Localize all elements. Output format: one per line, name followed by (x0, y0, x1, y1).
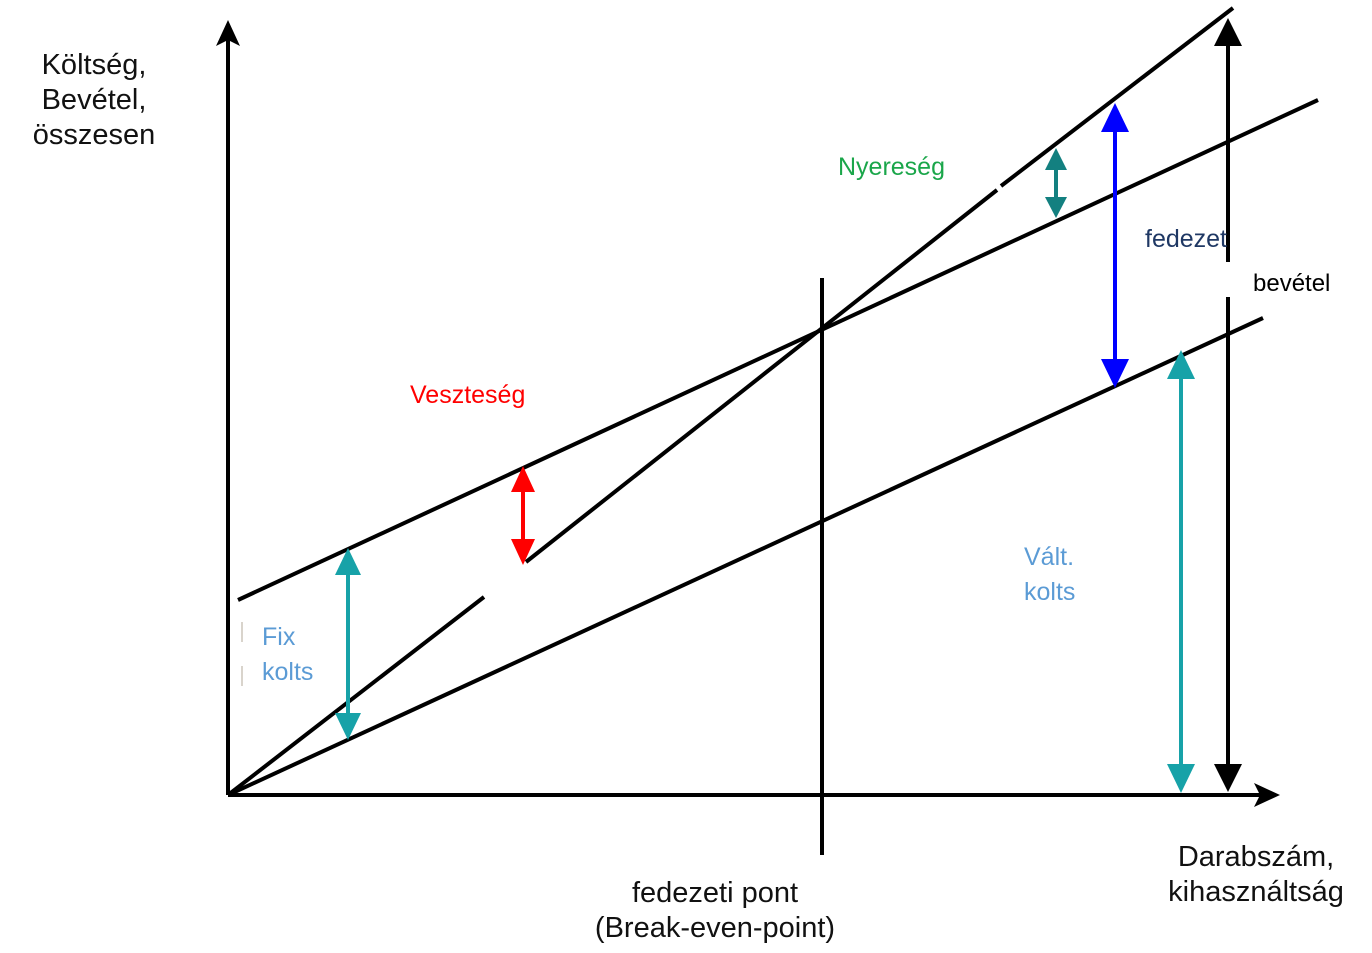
x-axis-label-line-2: kihasználtság (1168, 876, 1344, 908)
contribution-arrow (1101, 103, 1129, 388)
fixed-cost-label-line-2: kolts (262, 658, 314, 686)
revenue-arrow (1214, 18, 1242, 792)
y-axis-label: Költség, Bevétel, összesen (4, 48, 184, 153)
variable-cost-label-line-2: kolts (1024, 578, 1076, 606)
contribution-label: fedezet (1145, 225, 1228, 253)
variable-cost-line (227, 316, 1264, 797)
fixed-cost-label: Fix kolts (262, 620, 313, 690)
profit-label: Nyereség (838, 153, 945, 181)
break-even-label: fedezeti pont (Break-even-point) (570, 876, 860, 946)
y-axis-label-line-3: összesen (32, 119, 156, 151)
loss-label: Veszteség (410, 381, 526, 409)
revenue-label: bevétel (1253, 270, 1331, 297)
x-axis (228, 783, 1280, 807)
x-axis-arrowhead (1254, 783, 1280, 807)
x-axis-label-line-1: Darabszám, (1177, 841, 1335, 873)
y-axis-label-line-1: Költség, (41, 49, 147, 81)
fixed-cost-label-line-1: Fix (262, 623, 296, 651)
y-axis (216, 20, 240, 795)
variable-cost-arrow (1167, 350, 1195, 793)
loss-arrow (511, 466, 535, 565)
variable-cost-label: Vált. kolts (1024, 540, 1075, 610)
break-even-label-line-2: (Break-even-point) (594, 912, 836, 944)
revenue-line (226, 6, 1235, 797)
profit-arrow (1045, 148, 1067, 218)
x-axis-label: Darabszám, kihasználtság (1140, 840, 1372, 910)
fixed-cost-arrow (335, 548, 361, 740)
break-even-label-line-1: fedezeti pont (631, 877, 799, 909)
y-axis-arrowhead (216, 20, 240, 46)
y-axis-label-line-2: Bevétel, (41, 84, 147, 116)
total-cost-line (237, 98, 1319, 602)
variable-cost-label-line-1: Vált. (1024, 543, 1075, 571)
